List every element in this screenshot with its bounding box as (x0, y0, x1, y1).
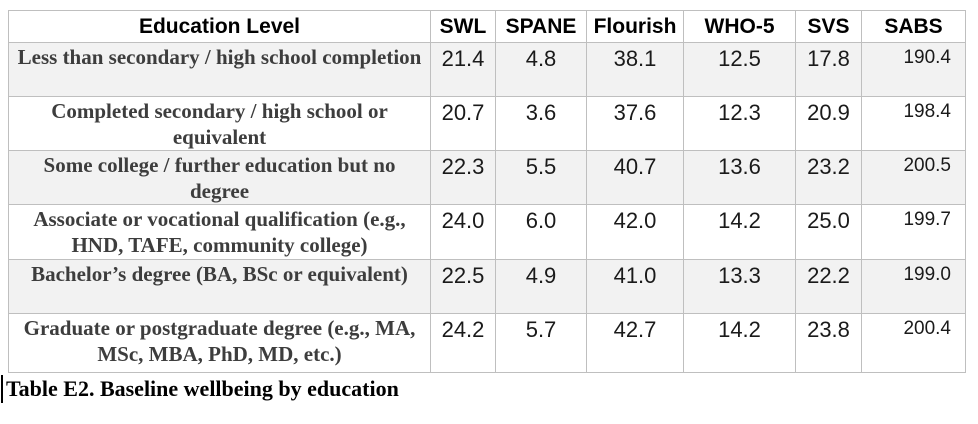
cell-swl[interactable]: 24.2 (430, 313, 496, 373)
text-cursor (1, 375, 3, 403)
wellbeing-by-education-table: Education Level SWL SPANE Flourish WHO-5… (8, 10, 966, 373)
cell-education-level[interactable]: Completed secondary / high school or equ… (8, 96, 431, 151)
cell-sabs[interactable]: 199.0 (861, 259, 966, 314)
cell-flourish[interactable]: 40.7 (586, 150, 684, 205)
table-caption[interactable]: Table E2. Baseline wellbeing by educatio… (1, 375, 399, 403)
cell-swl[interactable]: 21.4 (430, 42, 496, 97)
cell-sabs[interactable]: 190.4 (861, 42, 966, 97)
cell-who5[interactable]: 12.5 (683, 42, 796, 97)
cell-education-level[interactable]: Associate or vocational qualification (e… (8, 204, 431, 260)
cell-who5[interactable]: 13.3 (683, 259, 796, 314)
cell-svs[interactable]: 17.8 (795, 42, 862, 97)
cell-flourish[interactable]: 41.0 (586, 259, 684, 314)
cell-spane[interactable]: 4.9 (495, 259, 587, 314)
cell-sabs[interactable]: 200.5 (861, 150, 966, 205)
table-row: Some college / further education but no … (8, 150, 966, 205)
cell-who5[interactable]: 12.3 (683, 96, 796, 151)
cell-education-level[interactable]: Graduate or postgraduate degree (e.g., M… (8, 313, 431, 373)
table-header-row: Education Level SWL SPANE Flourish WHO-5… (8, 10, 966, 43)
column-header-swl[interactable]: SWL (430, 10, 496, 43)
cell-spane[interactable]: 4.8 (495, 42, 587, 97)
column-header-sabs[interactable]: SABS (861, 10, 966, 43)
table-row: Graduate or postgraduate degree (e.g., M… (8, 313, 966, 373)
cell-spane[interactable]: 3.6 (495, 96, 587, 151)
cell-education-level[interactable]: Bachelor’s degree (BA, BSc or equivalent… (8, 259, 431, 314)
cell-flourish[interactable]: 37.6 (586, 96, 684, 151)
cell-spane[interactable]: 6.0 (495, 204, 587, 260)
table-row: Less than secondary / high school comple… (8, 42, 966, 97)
cell-flourish[interactable]: 38.1 (586, 42, 684, 97)
column-header-spane[interactable]: SPANE (495, 10, 587, 43)
cell-flourish[interactable]: 42.7 (586, 313, 684, 373)
cell-education-level[interactable]: Some college / further education but no … (8, 150, 431, 205)
cell-who5[interactable]: 14.2 (683, 313, 796, 373)
cell-svs[interactable]: 20.9 (795, 96, 862, 151)
cell-swl[interactable]: 20.7 (430, 96, 496, 151)
column-header-who5[interactable]: WHO-5 (683, 10, 796, 43)
cell-spane[interactable]: 5.5 (495, 150, 587, 205)
table-row: Bachelor’s degree (BA, BSc or equivalent… (8, 259, 966, 314)
cell-sabs[interactable]: 200.4 (861, 313, 966, 373)
cell-svs[interactable]: 22.2 (795, 259, 862, 314)
cell-sabs[interactable]: 199.7 (861, 204, 966, 260)
table-row: Associate or vocational qualification (e… (8, 204, 966, 260)
cell-svs[interactable]: 25.0 (795, 204, 862, 260)
cell-spane[interactable]: 5.7 (495, 313, 587, 373)
column-header-svs[interactable]: SVS (795, 10, 862, 43)
table-caption-text: Table E2. Baseline wellbeing by educatio… (6, 376, 399, 401)
column-header-education-level[interactable]: Education Level (8, 10, 431, 43)
cell-svs[interactable]: 23.2 (795, 150, 862, 205)
cell-education-level[interactable]: Less than secondary / high school comple… (8, 42, 431, 97)
cell-sabs[interactable]: 198.4 (861, 96, 966, 151)
cell-svs[interactable]: 23.8 (795, 313, 862, 373)
cell-swl[interactable]: 24.0 (430, 204, 496, 260)
cell-swl[interactable]: 22.5 (430, 259, 496, 314)
cell-who5[interactable]: 14.2 (683, 204, 796, 260)
cell-flourish[interactable]: 42.0 (586, 204, 684, 260)
column-header-flourish[interactable]: Flourish (586, 10, 684, 43)
table-row: Completed secondary / high school or equ… (8, 96, 966, 151)
cell-who5[interactable]: 13.6 (683, 150, 796, 205)
cell-swl[interactable]: 22.3 (430, 150, 496, 205)
